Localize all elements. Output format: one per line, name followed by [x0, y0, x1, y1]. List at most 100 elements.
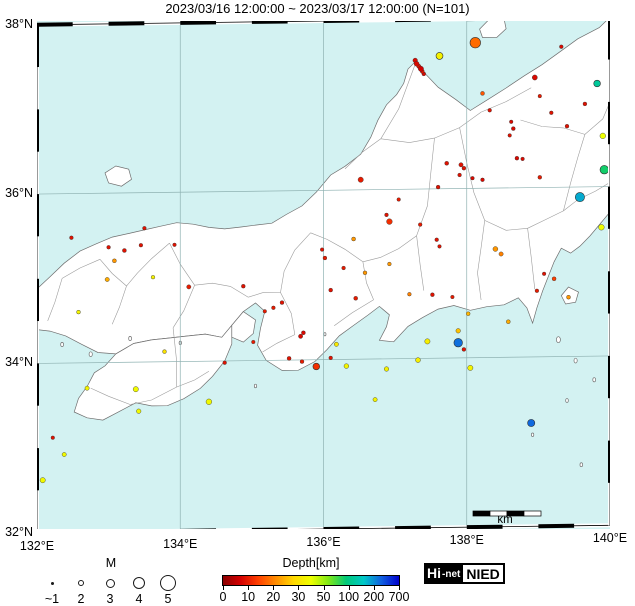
earthquake-marker[interactable] [372, 397, 378, 402]
earthquake-marker[interactable] [362, 270, 368, 275]
earthquake-marker[interactable] [396, 197, 401, 202]
earthquake-marker[interactable] [241, 284, 246, 289]
earthquake-marker[interactable] [279, 300, 285, 305]
earthquake-marker[interactable] [461, 166, 467, 171]
earthquake-marker[interactable] [384, 212, 389, 217]
earthquake-marker[interactable] [507, 133, 512, 138]
earthquake-marker[interactable] [532, 74, 538, 81]
earthquake-marker[interactable] [599, 132, 606, 139]
earthquake-marker[interactable] [76, 309, 81, 315]
earthquake-marker[interactable] [424, 338, 431, 345]
earthquake-marker[interactable] [520, 156, 525, 161]
earthquake-marker[interactable] [341, 265, 346, 271]
earthquake-marker[interactable] [527, 419, 536, 427]
earthquake-marker[interactable] [262, 309, 267, 314]
earthquake-marker[interactable] [480, 177, 485, 182]
earthquake-marker[interactable] [437, 244, 442, 249]
earthquake-marker[interactable] [222, 360, 227, 365]
earthquake-marker[interactable] [343, 363, 349, 369]
earthquake-marker[interactable] [106, 245, 111, 250]
earthquake-marker[interactable] [69, 235, 74, 240]
earthquake-marker[interactable] [559, 44, 564, 49]
earthquake-marker[interactable] [418, 222, 423, 227]
earthquake-marker[interactable] [50, 435, 55, 440]
earthquake-marker[interactable] [470, 176, 475, 181]
earthquake-marker[interactable] [509, 119, 514, 124]
earthquake-marker[interactable] [132, 386, 139, 393]
earthquake-marker[interactable] [480, 91, 485, 96]
earthquake-marker[interactable] [138, 243, 143, 248]
earthquake-marker[interactable] [542, 271, 547, 276]
earthquake-marker[interactable] [582, 101, 588, 107]
earthquake-marker[interactable] [328, 287, 333, 293]
earthquake-marker[interactable] [466, 311, 471, 316]
earthquake-marker[interactable] [537, 175, 542, 180]
earthquake-marker[interactable] [435, 184, 441, 190]
earthquake-marker[interactable] [566, 295, 571, 300]
earthquake-marker[interactable] [549, 110, 554, 115]
earthquake-marker[interactable] [84, 385, 90, 391]
earthquake-marker[interactable] [458, 162, 464, 168]
earthquake-marker[interactable] [387, 261, 392, 267]
earthquake-marker[interactable] [430, 292, 435, 297]
earthquake-marker[interactable] [534, 288, 539, 293]
earthquake-marker[interactable] [415, 357, 421, 363]
earthquake-marker[interactable] [104, 277, 110, 282]
earthquake-marker[interactable] [564, 124, 570, 129]
earthquake-marker[interactable] [461, 347, 467, 352]
earthquake-marker[interactable] [384, 366, 390, 372]
earthquake-marker[interactable] [511, 126, 516, 131]
earthquake-marker[interactable] [487, 108, 492, 113]
earthquake-marker-layer[interactable] [39, 37, 609, 484]
earthquake-marker[interactable] [322, 255, 328, 261]
earthquake-marker[interactable] [506, 319, 511, 324]
earthquake-marker[interactable] [286, 356, 292, 361]
earthquake-marker[interactable] [453, 338, 463, 348]
earthquake-marker[interactable] [150, 275, 156, 280]
earthquake-marker[interactable] [334, 341, 339, 347]
earthquake-marker[interactable] [205, 398, 212, 405]
earthquake-marker[interactable] [498, 251, 504, 257]
earthquake-marker[interactable] [299, 359, 305, 364]
earthquake-marker[interactable] [320, 247, 325, 252]
earthquake-marker[interactable] [162, 349, 167, 354]
earthquake-marker[interactable] [418, 65, 424, 72]
earthquake-marker[interactable] [469, 37, 481, 49]
earthquake-marker[interactable] [574, 192, 585, 203]
earthquake-marker[interactable] [434, 237, 439, 242]
earthquake-marker[interactable] [407, 292, 412, 297]
earthquake-marker[interactable] [444, 161, 449, 166]
earthquake-marker[interactable] [351, 236, 356, 242]
earthquake-marker[interactable] [514, 156, 520, 161]
earthquake-marker[interactable] [39, 477, 46, 484]
earthquake-marker[interactable] [537, 94, 542, 99]
earthquake-marker[interactable] [312, 362, 320, 371]
earthquake-marker[interactable] [353, 296, 358, 301]
map-canvas[interactable]: km 0 50 100 [37, 21, 610, 529]
earthquake-marker[interactable] [271, 305, 276, 310]
earthquake-marker[interactable] [357, 176, 364, 183]
earthquake-marker[interactable] [435, 52, 444, 60]
earthquake-marker[interactable] [457, 172, 462, 178]
earthquake-marker[interactable] [551, 276, 557, 281]
earthquake-marker[interactable] [450, 294, 455, 300]
earthquake-marker[interactable] [593, 79, 601, 88]
earthquake-marker[interactable] [142, 226, 147, 231]
earthquake-marker[interactable] [386, 218, 393, 225]
earthquake-marker[interactable] [328, 355, 333, 360]
earthquake-marker[interactable] [122, 248, 127, 253]
earthquake-marker[interactable] [467, 365, 474, 371]
earthquake-marker[interactable] [61, 452, 67, 457]
earthquake-marker[interactable] [112, 258, 117, 264]
map-panel[interactable]: km 0 50 100 [37, 21, 610, 529]
earthquake-marker[interactable] [298, 333, 303, 339]
earthquake-marker[interactable] [172, 242, 177, 247]
earthquake-marker[interactable] [301, 330, 306, 335]
earthquake-marker[interactable] [598, 224, 605, 231]
earthquake-marker[interactable] [492, 246, 499, 252]
earthquake-marker[interactable] [455, 328, 461, 334]
earthquake-marker[interactable] [599, 165, 609, 175]
earthquake-marker[interactable] [251, 339, 256, 345]
earthquake-marker[interactable] [186, 284, 192, 290]
earthquake-marker[interactable] [413, 61, 420, 67]
